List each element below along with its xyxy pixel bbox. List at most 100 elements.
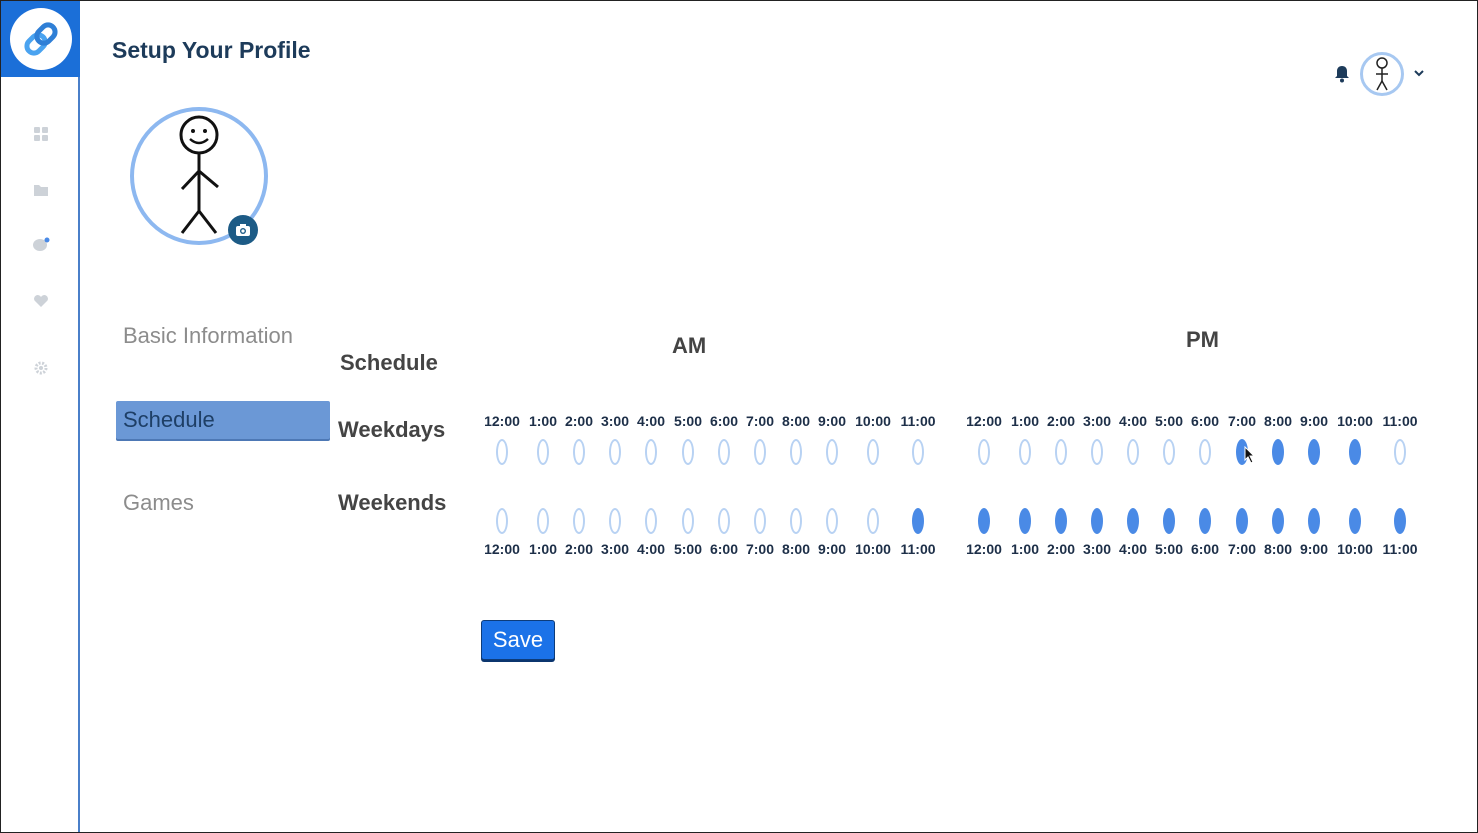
weekends-pm-slot-toggle[interactable]: [1394, 508, 1406, 534]
pm-bottom-time-label: 1:00: [1010, 541, 1040, 557]
weekends-pm-slot-toggle[interactable]: [1055, 508, 1067, 534]
pm-bottom-time-label: 7:00: [1227, 541, 1257, 557]
pm-top-time-label: 11:00: [1382, 413, 1418, 429]
am-top-time-label: 6:00: [709, 413, 739, 429]
weekends-am-slot-toggle[interactable]: [790, 508, 802, 534]
weekends-pm-slot-toggle[interactable]: [1272, 508, 1284, 534]
weekdays-pm-slot-toggle[interactable]: [1091, 439, 1103, 465]
weekends-am-slot-toggle[interactable]: [609, 508, 621, 534]
weekends-pm-slot-toggle[interactable]: [1163, 508, 1175, 534]
weekends-pm-slot-toggle[interactable]: [1308, 508, 1320, 534]
am-bottom-time-label: 6:00: [709, 541, 739, 557]
am-bottom-time-label: 5:00: [673, 541, 703, 557]
weekdays-pm-slot-toggle[interactable]: [1349, 439, 1361, 465]
pm-top-time-label: 2:00: [1046, 413, 1076, 429]
am-top-time-label: 12:00: [484, 413, 520, 429]
pm-top-time-label: 9:00: [1299, 413, 1329, 429]
weekends-pm-slot-toggle[interactable]: [1091, 508, 1103, 534]
weekdays-pm-slot-toggle[interactable]: [1308, 439, 1320, 465]
chevron-down-icon[interactable]: [1412, 66, 1426, 80]
weekdays-pm-slot-toggle[interactable]: [1055, 439, 1067, 465]
user-avatar[interactable]: [1360, 52, 1404, 96]
weekends-am-slot-toggle[interactable]: [537, 508, 549, 534]
camera-icon[interactable]: [228, 215, 258, 245]
am-top-time-label: 10:00: [855, 413, 891, 429]
pm-bottom-time-label: 5:00: [1154, 541, 1184, 557]
weekends-pm-slot-toggle[interactable]: [1236, 508, 1248, 534]
am-bottom-time-label: 7:00: [745, 541, 775, 557]
pm-top-time-label: 8:00: [1263, 413, 1293, 429]
menu-item-basic-information[interactable]: Basic Information: [123, 323, 293, 348]
am-top-time-label: 7:00: [745, 413, 775, 429]
pm-label: PM: [1186, 327, 1219, 352]
folder-icon[interactable]: [32, 181, 50, 199]
pm-top-time-label: 5:00: [1154, 413, 1184, 429]
weekends-am-slot-toggle[interactable]: [496, 508, 508, 534]
weekdays-am-slot-toggle[interactable]: [754, 439, 766, 465]
am-top-time-label: 8:00: [781, 413, 811, 429]
weekends-am-slot-toggle[interactable]: [682, 508, 694, 534]
weekends-am-slot-toggle[interactable]: [573, 508, 585, 534]
weekends-label: Weekends: [338, 490, 447, 515]
weekends-am-slot-toggle[interactable]: [826, 508, 838, 534]
weekdays-am-slot-toggle[interactable]: [790, 439, 802, 465]
save-button[interactable]: Save: [481, 620, 555, 660]
weekends-am-slot-toggle[interactable]: [718, 508, 730, 534]
weekends-am-slot-toggle[interactable]: [754, 508, 766, 534]
weekdays-pm-slot-toggle[interactable]: [1019, 439, 1031, 465]
weekends-pm-slot-toggle[interactable]: [1199, 508, 1211, 534]
am-top-time-label: 9:00: [817, 413, 847, 429]
chat-icon[interactable]: [32, 236, 50, 254]
menu-item-schedule[interactable]: Schedule: [116, 401, 330, 439]
weekends-pm-slot-toggle[interactable]: [1349, 508, 1361, 534]
pm-top-time-label: 6:00: [1190, 413, 1220, 429]
weekends-am-slot-toggle[interactable]: [645, 508, 657, 534]
weekdays-label: Weekdays: [338, 417, 446, 442]
weekdays-pm-slot-toggle[interactable]: [978, 439, 990, 465]
weekdays-am-slot-toggle[interactable]: [718, 439, 730, 465]
pm-bottom-time-label: 3:00: [1082, 541, 1112, 557]
weekdays-am-slot-toggle[interactable]: [537, 439, 549, 465]
weekends-am-slot-toggle[interactable]: [867, 508, 879, 534]
weekdays-am-slot-toggle[interactable]: [609, 439, 621, 465]
bell-icon[interactable]: [1334, 65, 1352, 83]
weekdays-am-slot-toggle[interactable]: [645, 439, 657, 465]
weekdays-am-slot-toggle[interactable]: [573, 439, 585, 465]
weekdays-pm-slot-toggle[interactable]: [1199, 439, 1211, 465]
weekdays-pm-slot-toggle[interactable]: [1394, 439, 1406, 465]
weekdays-pm-slot-toggle[interactable]: [1127, 439, 1139, 465]
page-title: Setup Your Profile: [112, 37, 311, 63]
am-bottom-time-label: 2:00: [564, 541, 594, 557]
pm-bottom-time-label: 10:00: [1337, 541, 1373, 557]
dashboard-icon[interactable]: [32, 125, 50, 143]
weekdays-pm-slot-toggle[interactable]: [1272, 439, 1284, 465]
weekends-pm-slot-toggle[interactable]: [1127, 508, 1139, 534]
weekdays-am-slot-toggle[interactable]: [912, 439, 924, 465]
heart-icon[interactable]: [32, 292, 50, 310]
weekdays-am-slot-toggle[interactable]: [826, 439, 838, 465]
am-top-time-label: 3:00: [600, 413, 630, 429]
pm-top-time-label: 3:00: [1082, 413, 1112, 429]
pm-top-time-label: 7:00: [1227, 413, 1257, 429]
pm-top-time-label: 12:00: [966, 413, 1002, 429]
pm-top-time-label: 10:00: [1337, 413, 1373, 429]
am-bottom-time-label: 1:00: [528, 541, 558, 557]
menu-item-games[interactable]: Games: [123, 490, 194, 515]
weekends-pm-slot-toggle[interactable]: [1019, 508, 1031, 534]
am-top-time-label: 1:00: [528, 413, 558, 429]
settings-icon[interactable]: [32, 359, 50, 377]
pm-bottom-time-label: 8:00: [1263, 541, 1293, 557]
am-top-time-label: 2:00: [564, 413, 594, 429]
weekdays-am-slot-toggle[interactable]: [682, 439, 694, 465]
weekdays-am-slot-toggle[interactable]: [867, 439, 879, 465]
am-bottom-time-label: 9:00: [817, 541, 847, 557]
header-user-area: [1334, 52, 1434, 96]
weekdays-pm-slot-toggle[interactable]: [1163, 439, 1175, 465]
pm-bottom-time-label: 9:00: [1299, 541, 1329, 557]
am-bottom-time-label: 12:00: [484, 541, 520, 557]
app-logo[interactable]: [1, 1, 80, 77]
am-bottom-time-label: 8:00: [781, 541, 811, 557]
weekends-am-slot-toggle[interactable]: [912, 508, 924, 534]
weekends-pm-slot-toggle[interactable]: [978, 508, 990, 534]
weekdays-am-slot-toggle[interactable]: [496, 439, 508, 465]
